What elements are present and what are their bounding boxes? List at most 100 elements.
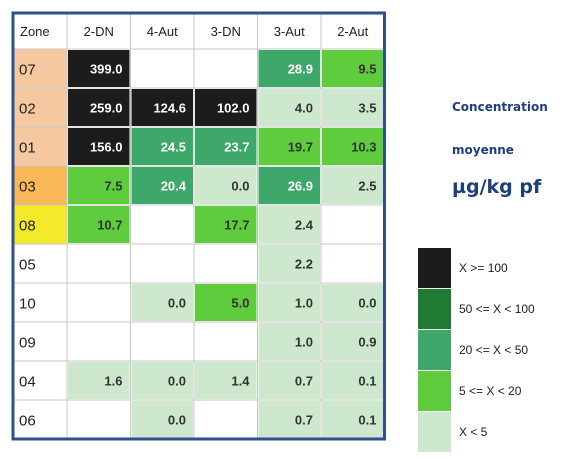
- heat-cell: [258, 167, 320, 204]
- legend-item: 5 <= X < 20: [418, 370, 535, 411]
- cell-value: 26.9: [288, 179, 313, 194]
- legend-item: X >= 100: [418, 247, 535, 288]
- row-label: 09: [19, 335, 36, 352]
- cell-value: 0.0: [168, 413, 186, 428]
- cell-value: 2.4: [295, 218, 314, 233]
- cell-value: 2.2: [295, 257, 313, 272]
- row-label-cell: [13, 49, 67, 88]
- legend-label: 5 <= X < 20: [459, 383, 522, 398]
- heat-cell: [258, 128, 320, 165]
- caption-unit: µg/kg pf: [452, 176, 542, 198]
- legend-swatch: [418, 288, 451, 329]
- column-header: 3-Aut: [274, 24, 305, 39]
- legend: X >= 100 50 <= X < 100 20 <= X < 50 5 <=…: [418, 247, 535, 452]
- cell-value: 156.0: [90, 140, 123, 155]
- row-label: 02: [19, 101, 36, 118]
- heat-cell: [131, 89, 193, 126]
- row-label-cell: [13, 361, 67, 400]
- heat-cell: [195, 206, 257, 243]
- row-label-cell: [13, 205, 67, 244]
- row-label-cell: [13, 127, 67, 166]
- heat-cell: [322, 401, 384, 438]
- heat-cell: [131, 128, 193, 165]
- heat-cell: [68, 362, 130, 399]
- cell-value: 0.1: [358, 413, 376, 428]
- cell-value: 28.9: [288, 62, 313, 77]
- heat-cell: [258, 50, 320, 87]
- row-label: 05: [19, 257, 36, 274]
- cell-value: 124.6: [153, 101, 186, 116]
- cell-value: 0.7: [295, 413, 313, 428]
- heat-cell: [131, 167, 193, 204]
- column-header: 3-DN: [211, 24, 241, 39]
- caption-subtitle: moyenne: [452, 143, 514, 157]
- table-border: [11, 11, 386, 441]
- heat-cell: [195, 128, 257, 165]
- heat-cell: [68, 206, 130, 243]
- heat-cell: [322, 128, 384, 165]
- row-label: 07: [19, 62, 36, 79]
- cell-value: 259.0: [90, 101, 123, 116]
- legend-item: X < 5: [418, 411, 535, 452]
- row-label: 06: [19, 413, 36, 430]
- cell-value: 4.0: [295, 101, 313, 116]
- heat-cell: [322, 50, 384, 87]
- cell-value: 1.0: [295, 335, 313, 350]
- corner-label: Zone: [20, 24, 50, 39]
- cell-value: 19.7: [288, 140, 313, 155]
- legend-item: 20 <= X < 50: [418, 329, 535, 370]
- cell-value: 24.5: [161, 140, 186, 155]
- heat-cell: [68, 128, 130, 165]
- row-label-cell: [13, 88, 67, 127]
- cell-value: 102.0: [217, 101, 250, 116]
- row-label: 10: [19, 296, 36, 313]
- row-label-cell: [13, 400, 67, 439]
- heat-cell: [195, 167, 257, 204]
- cell-value: 0.1: [358, 374, 376, 389]
- heat-cell: [258, 89, 320, 126]
- cell-value: 1.4: [231, 374, 250, 389]
- column-header: 2-Aut: [337, 24, 368, 39]
- legend-label: X >= 100: [459, 260, 508, 275]
- column-header: 4-Aut: [147, 24, 178, 39]
- row-label: 08: [19, 218, 36, 235]
- row-label: 04: [19, 374, 36, 391]
- heat-cell: [68, 89, 130, 126]
- row-label: 01: [19, 140, 36, 157]
- heat-cell: [258, 323, 320, 360]
- cell-value: 10.7: [97, 218, 122, 233]
- cell-value: 0.7: [295, 374, 313, 389]
- heat-cell: [131, 401, 193, 438]
- heat-cell: [322, 167, 384, 204]
- row-label: 03: [19, 179, 36, 196]
- cell-value: 0.9: [358, 335, 376, 350]
- cell-value: 3.5: [358, 101, 376, 116]
- heat-cell: [322, 362, 384, 399]
- cell-value: 20.4: [161, 179, 187, 194]
- row-label-cell: [13, 244, 67, 283]
- cell-value: 9.5: [358, 62, 376, 77]
- column-header: 2-DN: [84, 24, 114, 39]
- cell-value: 5.0: [231, 296, 249, 311]
- cell-value: 0.0: [168, 374, 186, 389]
- legend-label: 20 <= X < 50: [459, 342, 529, 357]
- cell-value: 2.5: [358, 179, 376, 194]
- heat-cell: [68, 167, 130, 204]
- heat-cell: [195, 284, 257, 321]
- heatmap-table: Zone 2-DN 4-Aut 3-DN 3-Aut 2-Aut 07 399.0 28.9 9.…: [11, 11, 386, 441]
- heat-cell: [195, 89, 257, 126]
- heat-cell: [258, 206, 320, 243]
- heat-cell: [322, 284, 384, 321]
- heat-cell: [258, 362, 320, 399]
- legend-item: 50 <= X < 100: [418, 288, 535, 329]
- heat-cell: [195, 362, 257, 399]
- legend-swatch: [418, 247, 451, 288]
- legend-label: X < 5: [459, 424, 488, 439]
- cell-value: 399.0: [90, 62, 123, 77]
- cell-value: 7.5: [104, 179, 122, 194]
- heat-cell: [258, 245, 320, 282]
- cell-value: 23.7: [224, 140, 249, 155]
- heat-cell: [131, 284, 193, 321]
- cell-value: 0.0: [358, 296, 376, 311]
- cell-value: 1.0: [295, 296, 313, 311]
